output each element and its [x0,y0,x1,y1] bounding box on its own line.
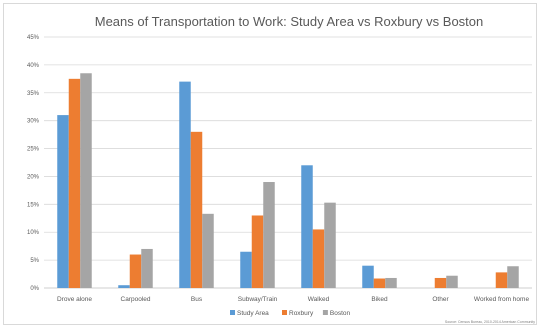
y-tick-label: 40% [27,63,40,69]
bar-boston-worked-from-home [507,266,519,288]
bar-roxbury-carpooled [129,254,142,288]
x-category-label: Carpooled [121,296,151,303]
bar-study-area-drove-alone [57,115,69,288]
legend-label: Study Area [237,310,269,317]
bars [57,73,519,288]
bar-roxbury-bus [190,131,203,288]
bar-boston-biked [385,277,397,288]
x-category-label: Bus [191,296,203,303]
y-tick-label: 0% [30,286,39,292]
bar-study-area-carpooled [118,285,130,288]
bar-study-area-bus [179,81,191,288]
bar-boston-bus [202,213,214,288]
bar-boston-other [446,275,458,288]
x-category-label: Subway/Train [238,296,278,303]
x-axis-categories: Drove alone Carpooled Bus Subway/Train Walke… [57,296,529,303]
bar-roxbury-drove-alone [68,78,81,288]
y-tick-label: 30% [27,119,40,125]
y-tick-label: 35% [27,91,40,97]
x-category-label: Walked [308,296,330,303]
y-tick-label: 20% [27,174,40,180]
x-category-label: Other [432,296,449,303]
legend: Study Area Roxbury Boston [230,310,351,317]
bar-roxbury-worked-from-home [495,272,508,288]
x-category-label: Worked from home [474,296,530,303]
legend-swatch [230,310,235,315]
chart-title: Means of Transportation to Work: Study A… [95,14,484,29]
y-tick-label: 10% [27,230,40,236]
legend-swatch [322,310,328,315]
bar-study-area-subway-train [240,251,252,288]
bar-chart: Means of Transportation to Work: Study A… [27,14,535,324]
bar-roxbury-other [434,277,447,288]
bar-boston-subway-train [263,182,275,288]
bar-boston-carpooled [141,248,153,288]
x-category-label: Biked [371,296,388,303]
bar-roxbury-walked [312,229,325,288]
bar-roxbury-biked [373,278,386,288]
y-tick-label: 15% [27,202,40,208]
legend-label: Boston [330,310,351,317]
legend-swatch [282,310,287,315]
bar-study-area-walked [301,165,313,288]
y-tick-label: 45% [27,35,40,41]
bar-boston-walked [324,202,336,288]
source-note: Source: Census Bureau, 2010-2014 America… [445,320,535,324]
chart-frame: Means of Transportation to Work: Study A… [3,3,537,325]
gridlines [44,36,532,289]
legend-label: Roxbury [289,310,314,317]
bar-study-area-biked [362,265,374,288]
y-axis-ticks: 0% 5% 10% 15% 20% 25% 30% 35% 40% 45% [27,35,40,292]
bar-boston-drove-alone [80,73,92,288]
x-category-label: Drove alone [57,296,92,303]
y-tick-label: 25% [27,147,40,153]
y-tick-label: 5% [30,258,39,264]
bar-roxbury-subway-train [251,215,264,288]
